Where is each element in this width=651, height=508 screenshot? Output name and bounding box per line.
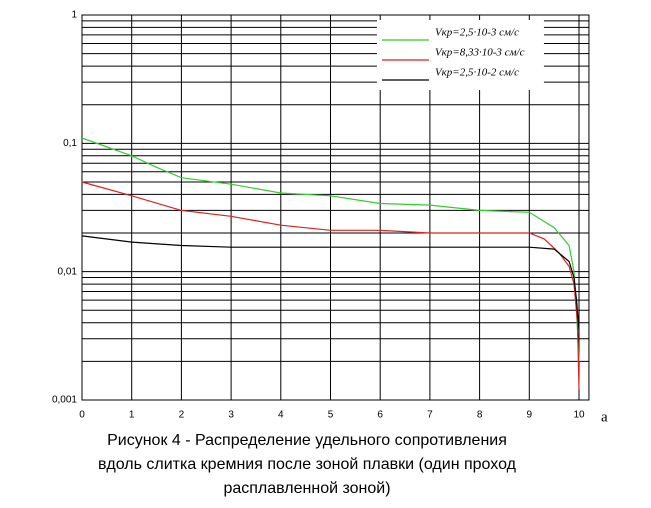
legend-label: Vкр=2,5·10-2 см/с	[435, 67, 519, 79]
plot-border	[81, 14, 590, 401]
y-tick-label: 0,1	[63, 138, 77, 149]
x-tick-label: 4	[278, 410, 284, 421]
series-line	[81, 137, 580, 362]
x-tick-label: 5	[328, 410, 334, 421]
caption-line: вдоль слитка кремния после зоной плавки …	[98, 456, 517, 473]
x-tick-label: 7	[427, 410, 433, 421]
x-tick-label: 1	[129, 410, 135, 421]
x-axis-label: a	[601, 409, 608, 425]
x-tick-label: 3	[228, 410, 234, 421]
y-tick-label: 0,01	[58, 266, 78, 277]
legend-label: Vкр=2,5·10-3 см/с	[435, 27, 519, 39]
legend-box	[376, 20, 544, 90]
caption-line: расплавленной зоной)	[223, 480, 390, 497]
series-line	[81, 181, 580, 390]
y-tick-label: 1	[71, 10, 77, 21]
x-tick-label: 9	[527, 410, 533, 421]
x-tick-label: 0	[79, 410, 85, 421]
legend-label: Vкр=8,33·10-3 см/с	[435, 47, 525, 59]
x-tick-label: 8	[477, 410, 483, 421]
caption-line: Рисунок 4 - Распределение удельного сопр…	[107, 432, 507, 449]
x-tick-label: 10	[573, 410, 585, 421]
x-tick-label: 6	[377, 410, 383, 421]
y-tick-label: 0,001	[52, 395, 77, 406]
x-tick-label: 2	[179, 410, 185, 421]
series-line	[81, 235, 580, 331]
